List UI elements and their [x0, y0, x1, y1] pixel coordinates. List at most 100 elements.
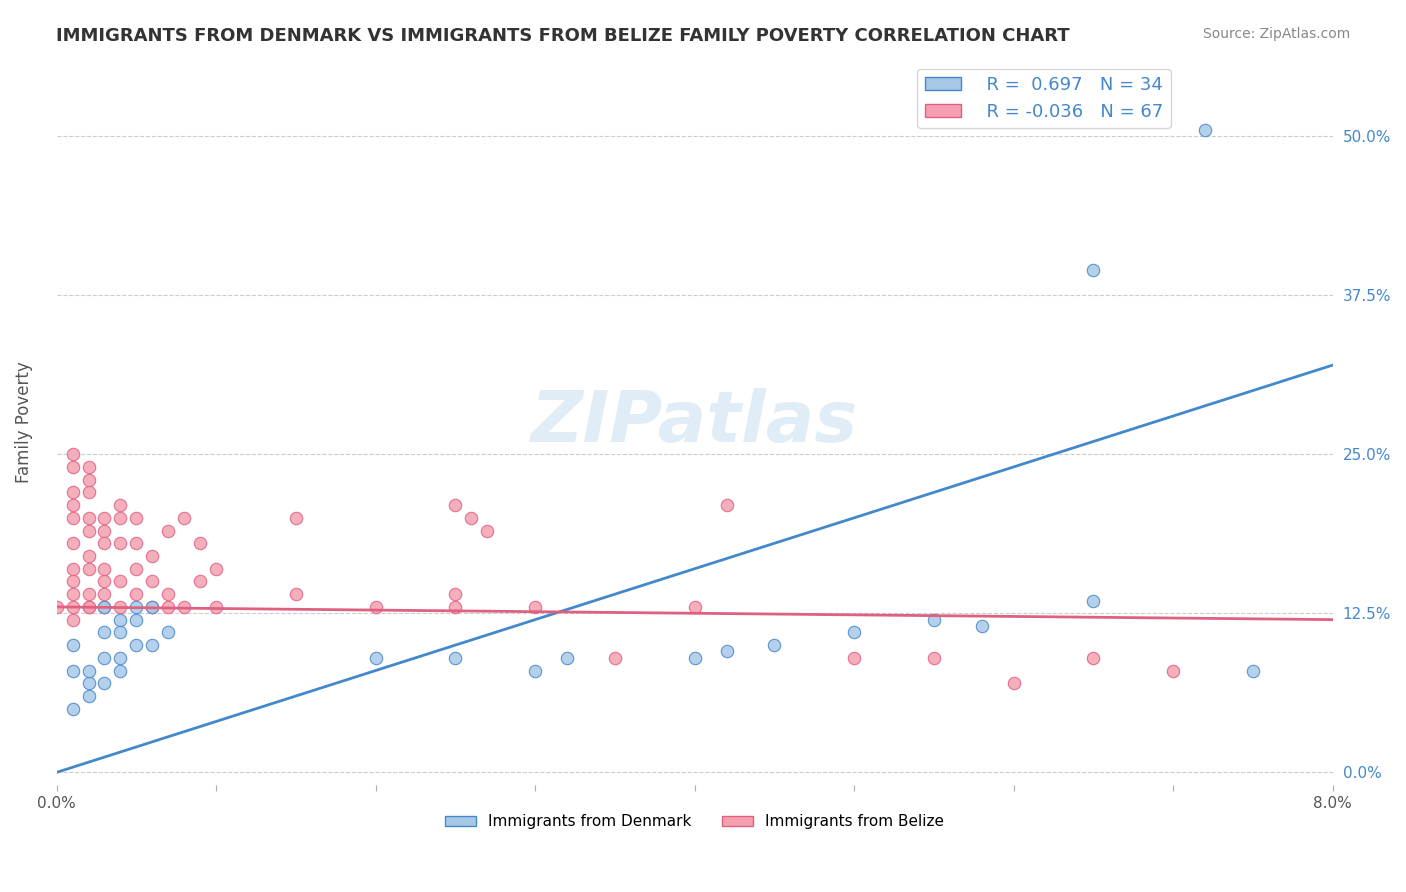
Point [93, 562, 115, 576]
Point [77, 524, 100, 538]
Point [77, 510, 100, 524]
Point [444, 599, 467, 614]
Point [62, 447, 84, 461]
Point [62, 599, 84, 614]
Point [93, 676, 115, 690]
Point [922, 650, 945, 665]
Point [62, 613, 84, 627]
Point [93, 587, 115, 601]
Point [62, 664, 84, 678]
Point [1161, 664, 1184, 678]
Point [173, 510, 195, 524]
Point [205, 599, 228, 614]
Y-axis label: Family Poverty: Family Poverty [15, 361, 32, 483]
Point [110, 650, 132, 665]
Point [157, 599, 180, 614]
Point [603, 650, 626, 665]
Point [77, 459, 100, 474]
Point [93, 510, 115, 524]
Point [555, 650, 578, 665]
Point [110, 599, 132, 614]
Point [141, 599, 163, 614]
Point [93, 650, 115, 665]
Point [77, 599, 100, 614]
Point [125, 638, 148, 652]
Point [284, 510, 307, 524]
Point [205, 562, 228, 576]
Point [93, 599, 115, 614]
Point [110, 498, 132, 512]
Point [1241, 664, 1264, 678]
Point [1083, 593, 1105, 607]
Point [716, 644, 738, 658]
Point [1194, 122, 1216, 136]
Legend: Immigrants from Denmark, Immigrants from Belize: Immigrants from Denmark, Immigrants from… [439, 808, 950, 836]
Point [125, 587, 148, 601]
Point [45, 599, 67, 614]
Point [62, 587, 84, 601]
Point [460, 510, 482, 524]
Point [716, 498, 738, 512]
Point [284, 587, 307, 601]
Point [93, 625, 115, 640]
Point [364, 599, 387, 614]
Point [77, 676, 100, 690]
Point [62, 574, 84, 589]
Point [157, 625, 180, 640]
Point [1083, 262, 1105, 277]
Point [93, 524, 115, 538]
Text: IMMIGRANTS FROM DENMARK VS IMMIGRANTS FROM BELIZE FAMILY POVERTY CORRELATION CHA: IMMIGRANTS FROM DENMARK VS IMMIGRANTS FR… [56, 27, 1070, 45]
Point [93, 536, 115, 550]
Point [125, 613, 148, 627]
Point [125, 562, 148, 576]
Point [77, 689, 100, 703]
Point [922, 613, 945, 627]
Point [77, 485, 100, 500]
Point [188, 574, 211, 589]
Point [110, 574, 132, 589]
Point [125, 599, 148, 614]
Point [524, 664, 547, 678]
Point [188, 536, 211, 550]
Point [93, 574, 115, 589]
Point [62, 498, 84, 512]
Point [444, 650, 467, 665]
Point [141, 574, 163, 589]
Point [125, 536, 148, 550]
Point [62, 638, 84, 652]
Point [524, 599, 547, 614]
Point [62, 562, 84, 576]
Point [141, 599, 163, 614]
Point [62, 536, 84, 550]
Point [444, 498, 467, 512]
Point [93, 599, 115, 614]
Point [62, 459, 84, 474]
Point [141, 549, 163, 563]
Point [77, 599, 100, 614]
Point [110, 510, 132, 524]
Point [110, 613, 132, 627]
Point [173, 599, 195, 614]
Point [444, 587, 467, 601]
Point [157, 524, 180, 538]
Point [1002, 676, 1025, 690]
Point [683, 650, 706, 665]
Point [110, 536, 132, 550]
Point [1083, 650, 1105, 665]
Point [62, 485, 84, 500]
Point [110, 664, 132, 678]
Point [141, 638, 163, 652]
Text: ZIPatlas: ZIPatlas [531, 388, 859, 457]
Point [970, 619, 993, 633]
Point [157, 587, 180, 601]
Point [844, 650, 866, 665]
Point [77, 587, 100, 601]
Point [125, 510, 148, 524]
Point [77, 562, 100, 576]
Point [477, 524, 499, 538]
Point [110, 625, 132, 640]
Point [844, 625, 866, 640]
Point [77, 473, 100, 487]
Point [77, 664, 100, 678]
Point [364, 650, 387, 665]
